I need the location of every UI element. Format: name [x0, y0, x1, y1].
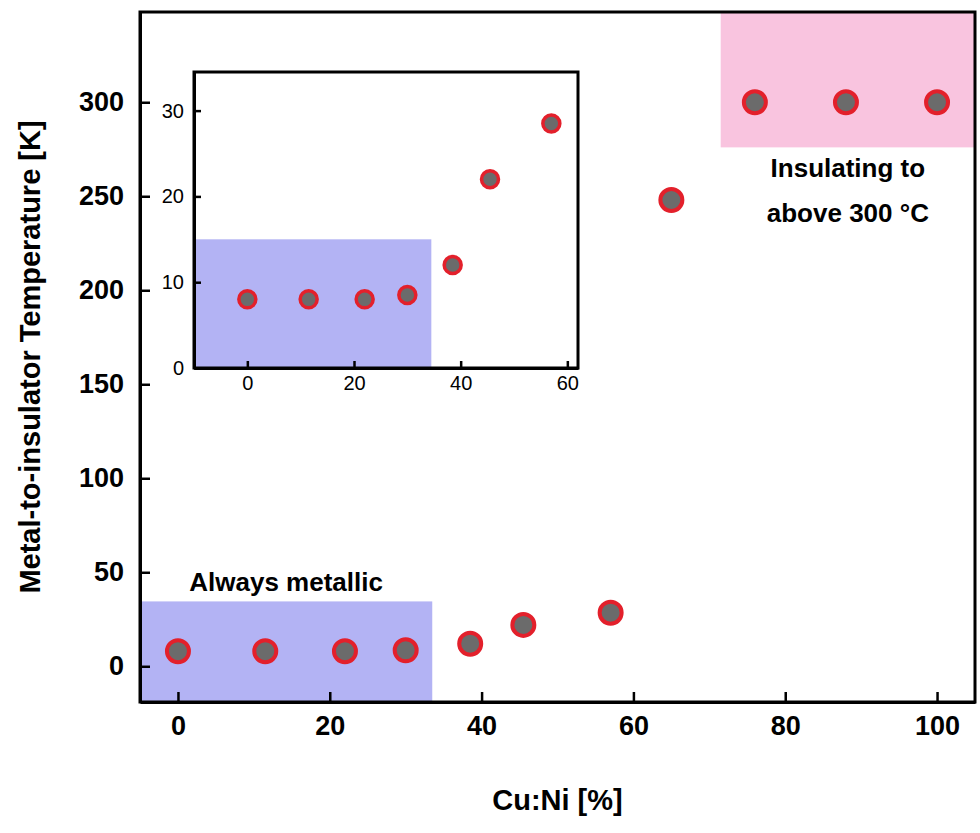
data-point: [660, 189, 682, 211]
tick-label: 100: [79, 463, 124, 493]
tick: 20: [343, 361, 365, 394]
x-axis: 0 20 40 60 80 100: [141, 692, 976, 741]
tick-label: 300: [79, 87, 124, 117]
tick-label: 60: [619, 711, 649, 741]
tick: 0: [171, 692, 186, 741]
region-label: Insulating to above 300 °C: [767, 153, 929, 227]
data-point: [835, 91, 857, 113]
data-point: [395, 639, 417, 661]
tick-label: 0: [242, 372, 253, 394]
tick-label: 60: [557, 372, 579, 394]
plot-frame: [140, 12, 975, 702]
tick-label: 40: [450, 372, 472, 394]
tick: 0: [242, 361, 253, 394]
tick: 100: [915, 692, 960, 741]
chart-root: 020406080100050100150200250300Always met…: [0, 0, 980, 833]
tick: 20: [315, 692, 345, 741]
data-point: [334, 640, 356, 662]
tick-label: 150: [79, 369, 124, 399]
tick: 60: [619, 692, 649, 741]
plot-area: [194, 115, 560, 368]
tick-label: 40: [467, 711, 497, 741]
region-label-line: Always metallic: [189, 567, 383, 597]
tick-label: 20: [315, 711, 345, 741]
region-label-line: Insulating to: [771, 153, 926, 183]
tick-label: 200: [79, 275, 124, 305]
plot-background: [194, 72, 578, 368]
data-point: [459, 633, 481, 655]
tick-label: 20: [162, 185, 184, 207]
tick: 80: [771, 692, 801, 741]
x-axis-title: Cu:Ni [%]: [492, 784, 622, 816]
data-point: [167, 640, 189, 662]
tick-label: 80: [771, 711, 801, 741]
main-chart: 020406080100050100150200250300Always met…: [14, 12, 976, 816]
tick: 40: [467, 692, 497, 741]
data-point: [482, 171, 499, 188]
data-point: [356, 291, 373, 308]
data-point: [444, 257, 461, 274]
tick-label: 250: [79, 181, 124, 211]
plot-area: [140, 12, 975, 702]
data-point: [600, 602, 622, 624]
tick-label: 50: [94, 557, 124, 587]
region-label: Always metallic: [189, 567, 383, 597]
shaded-region: [721, 12, 975, 147]
data-point: [512, 614, 534, 636]
y-axis-title: Metal-to-insulator Temperature [K]: [14, 120, 46, 593]
plot-background: [140, 12, 975, 702]
tick: 50: [94, 557, 150, 587]
plot-frame: [194, 72, 578, 368]
shaded-region: [194, 239, 431, 368]
tick-label: 0: [173, 357, 184, 379]
region-label-line: above 300 °C: [767, 198, 929, 228]
x-axis: 0 20 40 60: [195, 361, 579, 394]
data-point: [543, 115, 560, 132]
data-point: [239, 291, 256, 308]
tick-label: 20: [343, 372, 365, 394]
data-point: [744, 91, 766, 113]
shaded-region: [140, 601, 432, 702]
tick: 40: [450, 361, 472, 394]
tick-label: 100: [915, 711, 960, 741]
tick-label: 0: [109, 651, 124, 681]
tick: 60: [557, 361, 579, 394]
data-point: [254, 640, 276, 662]
tick: 0: [109, 651, 150, 681]
tick-label: 30: [162, 100, 184, 122]
data-point: [300, 291, 317, 308]
inset-chart: 0 20 40 60 0 10 20 30: [162, 72, 579, 394]
tick-label: 0: [171, 711, 186, 741]
data-point: [399, 287, 416, 304]
tick-label: 10: [162, 271, 184, 293]
data-point: [926, 91, 948, 113]
